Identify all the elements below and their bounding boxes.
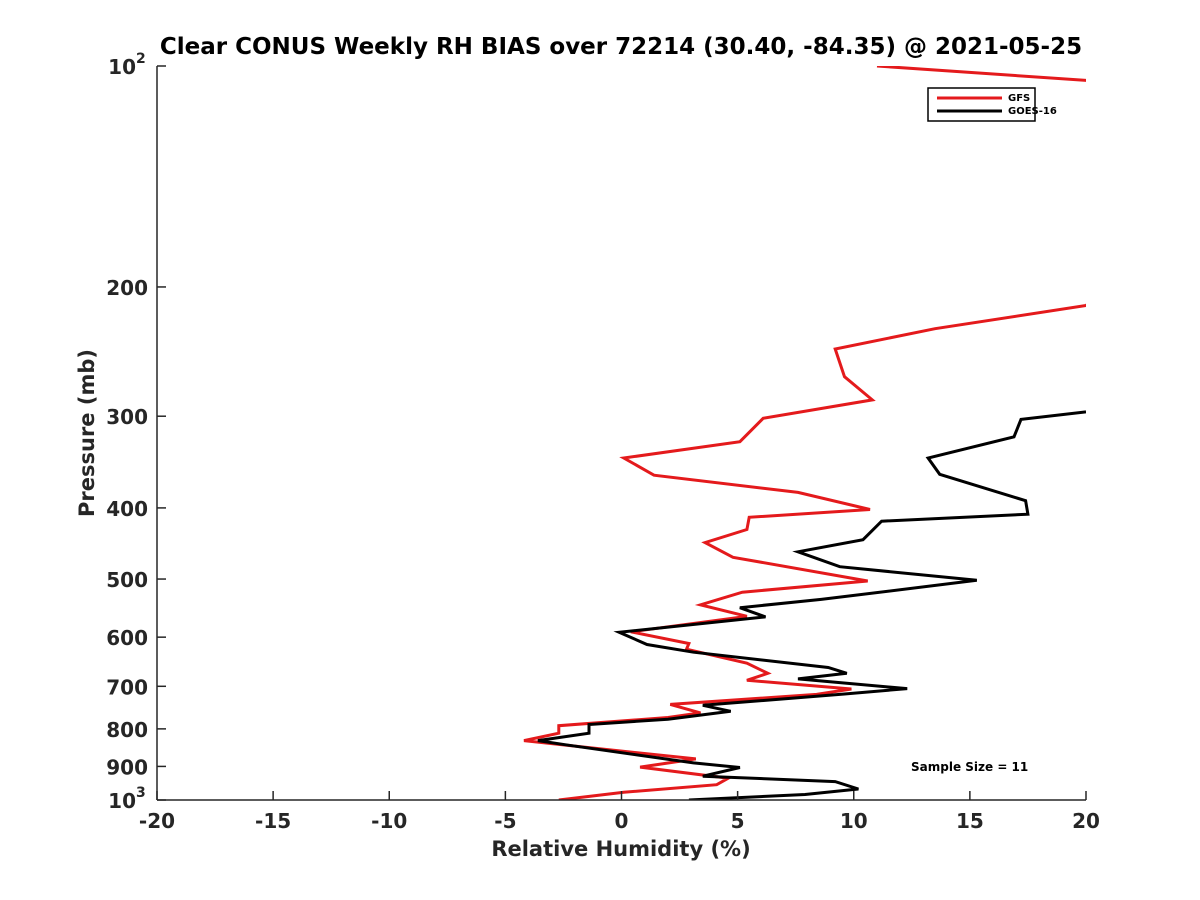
x-tick-label: 20 bbox=[1072, 809, 1100, 833]
x-tick-label: -5 bbox=[494, 809, 516, 833]
y-tick-exponent: 3 bbox=[136, 785, 146, 801]
y-tick-label: 600 bbox=[106, 626, 148, 650]
x-tick-label: -20 bbox=[139, 809, 175, 833]
sample-size-annotation: Sample Size = 11 bbox=[911, 760, 1028, 774]
plot-content bbox=[523, 66, 1086, 800]
y-tick-label: 10 bbox=[108, 789, 136, 813]
x-tick-label: 15 bbox=[956, 809, 984, 833]
legend-label-gfs: GFS bbox=[1008, 93, 1030, 104]
legend: GFS GOES-16 bbox=[927, 87, 1057, 122]
y-axis-label: Pressure (mb) bbox=[75, 349, 99, 517]
legend-box bbox=[927, 87, 1036, 122]
x-tick-label: -15 bbox=[255, 809, 291, 833]
chart-title: Clear CONUS Weekly RH BIAS over 72214 (3… bbox=[160, 34, 1082, 60]
y-tick-label: 300 bbox=[106, 405, 148, 429]
y-tick-label: 700 bbox=[106, 675, 148, 699]
series-line-goes16 bbox=[537, 410, 1086, 800]
y-tick-label: 400 bbox=[106, 497, 148, 521]
series-line-gfs bbox=[523, 66, 1086, 800]
y-tick-label: 900 bbox=[106, 755, 148, 779]
x-tick-label: -10 bbox=[371, 809, 407, 833]
legend-label-goes16: GOES-16 bbox=[1008, 106, 1057, 117]
y-tick-label: 800 bbox=[106, 718, 148, 742]
y-tick-exponent: 2 bbox=[136, 51, 146, 67]
x-axis-label: Relative Humidity (%) bbox=[491, 837, 750, 861]
y-tick-label: 10 bbox=[108, 55, 136, 79]
x-tick-label: 10 bbox=[840, 809, 868, 833]
series-layer bbox=[523, 66, 1086, 800]
y-tick-label: 500 bbox=[106, 568, 148, 592]
y-tick-label: 200 bbox=[106, 276, 148, 300]
x-tick-label: 5 bbox=[731, 809, 745, 833]
x-ticks: -20 -15 -10 -5 0 5 10 15 20 bbox=[139, 791, 1100, 833]
x-tick-label: 0 bbox=[615, 809, 629, 833]
